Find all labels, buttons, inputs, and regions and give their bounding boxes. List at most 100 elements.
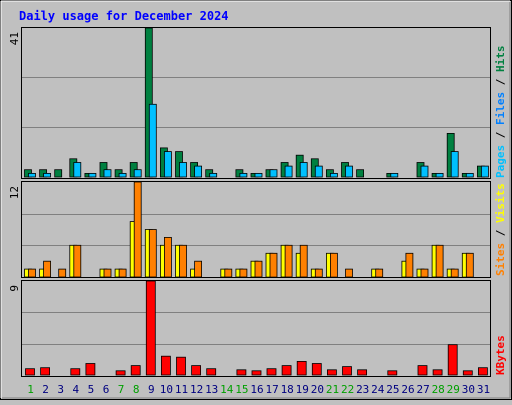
bar-sites-day-29 xyxy=(450,268,459,278)
legend-sites: Sites xyxy=(494,243,507,276)
bar-sites-day-11 xyxy=(179,244,187,278)
bar-sites-day-10 xyxy=(163,236,172,278)
chart-title: Daily usage for December 2024 xyxy=(19,9,229,23)
bar-sites-day-24 xyxy=(375,268,384,278)
bar-pages-day-25 xyxy=(390,172,399,178)
bar-sites-day-16 xyxy=(254,260,263,278)
bar-sites-day-8 xyxy=(133,181,142,278)
x-label-day-16: 16 xyxy=(250,383,263,396)
bar-kbytes-day-31 xyxy=(477,367,488,376)
bar-sites-day-27 xyxy=(420,268,429,278)
bar-pages-day-19 xyxy=(299,162,308,178)
bar-sites-day-17 xyxy=(269,252,278,278)
bar-pages-day-30 xyxy=(465,172,474,178)
bar-pages-day-1 xyxy=(28,172,36,178)
bar-kbytes-day-4 xyxy=(70,368,81,376)
bar-kbytes-day-12 xyxy=(191,365,202,376)
x-label-day-29: 29 xyxy=(447,383,460,396)
x-label-day-8: 8 xyxy=(133,383,140,396)
bar-sites-day-12 xyxy=(194,260,203,278)
bar-sites-day-7 xyxy=(118,268,127,278)
bar-sites-day-20 xyxy=(314,268,323,278)
legend-pages: Pages xyxy=(494,145,507,178)
bar-kbytes-day-11 xyxy=(176,356,186,376)
bar-pages-day-17 xyxy=(269,169,278,178)
x-label-day-11: 11 xyxy=(175,383,188,396)
bar-kbytes-day-8 xyxy=(130,365,141,376)
bar-pages-day-29 xyxy=(450,151,459,178)
bar-pages-day-20 xyxy=(314,165,323,178)
bar-sites-day-15 xyxy=(239,268,248,278)
bar-pages-day-18 xyxy=(284,165,293,178)
x-label-day-5: 5 xyxy=(88,383,95,396)
bar-kbytes-day-21 xyxy=(326,369,337,376)
x-label-day-17: 17 xyxy=(265,383,278,396)
bar-sites-day-1 xyxy=(28,268,36,278)
x-label-day-13: 13 xyxy=(205,383,218,396)
bar-sites-day-22 xyxy=(345,268,353,278)
bar-kbytes-day-5 xyxy=(85,363,96,376)
legend-sep-2: / xyxy=(494,72,507,92)
bar-kbytes-day-16 xyxy=(251,370,262,376)
bar-sites-day-19 xyxy=(299,244,308,278)
legend-panel3-full: KBytes xyxy=(494,335,507,375)
bar-pages-day-7 xyxy=(118,172,127,178)
bar-kbytes-day-7 xyxy=(115,370,126,376)
bar-pages-day-22 xyxy=(345,165,353,178)
x-label-day-21: 21 xyxy=(326,383,339,396)
bar-sites-day-4 xyxy=(73,244,82,278)
bar-pages-day-27 xyxy=(420,165,429,178)
bar-sites-day-18 xyxy=(284,244,293,278)
bar-pages-day-15 xyxy=(239,172,248,178)
bar-kbytes-day-2 xyxy=(40,367,50,376)
x-label-day-26: 26 xyxy=(401,383,414,396)
bar-kbytes-day-27 xyxy=(417,365,428,376)
bar-pages-day-11 xyxy=(179,162,187,178)
x-label-day-12: 12 xyxy=(190,383,203,396)
bar-kbytes-day-25 xyxy=(387,370,398,376)
bar-sites-day-26 xyxy=(405,252,414,278)
x-label-day-6: 6 xyxy=(103,383,110,396)
x-label-day-15: 15 xyxy=(235,383,248,396)
y-max-label-hits: 41 xyxy=(8,32,21,45)
legend-visits: Visits xyxy=(494,183,507,223)
bar-pages-day-4 xyxy=(73,162,82,178)
bar-sites-day-14 xyxy=(224,268,233,278)
x-label-day-18: 18 xyxy=(281,383,294,396)
bar-sites-day-2 xyxy=(43,260,51,278)
y-max-label-visits: 12 xyxy=(8,186,21,199)
bar-hits-day-23 xyxy=(356,169,365,178)
bar-kbytes-day-17 xyxy=(266,368,277,376)
bar-hits-day-9 xyxy=(144,27,153,178)
bar-sites-day-6 xyxy=(103,268,112,278)
bar-hits-day-3 xyxy=(54,169,63,178)
bar-kbytes-day-22 xyxy=(342,366,352,376)
bar-pages-day-5 xyxy=(88,172,97,178)
x-label-day-23: 23 xyxy=(356,383,369,396)
bar-kbytes-day-13 xyxy=(206,368,217,376)
bar-pages-day-2 xyxy=(43,172,51,178)
legend-panel2-full: Sites / Visits xyxy=(494,183,507,276)
panel-hits xyxy=(21,27,491,179)
bar-kbytes-day-28 xyxy=(432,369,443,376)
bar-pages-day-9 xyxy=(148,103,157,178)
x-label-day-14: 14 xyxy=(220,383,234,396)
x-label-day-10: 10 xyxy=(160,383,173,396)
x-label-day-20: 20 xyxy=(311,383,324,396)
bar-pages-day-8 xyxy=(133,169,142,178)
x-label-day-4: 4 xyxy=(72,383,79,396)
y-max-label-kbytes: 9 xyxy=(8,285,21,292)
x-label-day-7: 7 xyxy=(118,383,125,396)
x-label-day-2: 2 xyxy=(42,383,49,396)
x-label-day-9: 9 xyxy=(148,383,155,396)
x-label-day-25: 25 xyxy=(386,383,399,396)
bar-sites-day-28 xyxy=(435,244,444,278)
bar-sites-day-21 xyxy=(329,252,338,278)
bar-sites-day-30 xyxy=(465,252,474,278)
bar-sites-day-9 xyxy=(148,229,157,278)
x-label-day-19: 19 xyxy=(296,383,309,396)
bar-kbytes-day-1 xyxy=(25,368,35,376)
bar-pages-day-6 xyxy=(103,169,112,178)
